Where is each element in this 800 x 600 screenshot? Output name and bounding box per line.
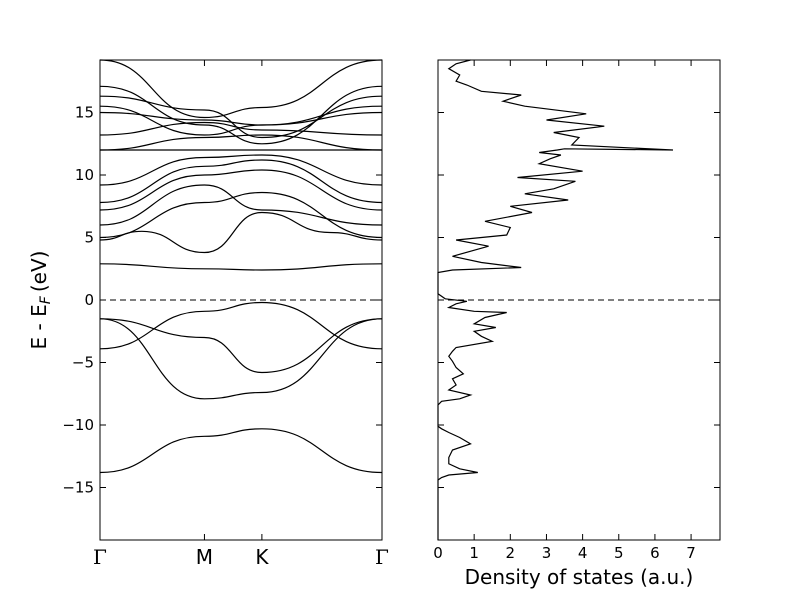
y-tick-label: 10	[75, 166, 94, 184]
band-line	[99, 301, 383, 350]
y-axis-label-subscript: F	[38, 295, 54, 304]
band-line	[99, 59, 383, 119]
y-axis-label: E - EF (eV)	[27, 251, 54, 350]
x-tick-label: 0	[433, 544, 443, 562]
band-line	[99, 184, 383, 226]
band-line	[99, 428, 383, 474]
x-tick-label: 4	[578, 544, 588, 562]
x-tick-label: 6	[650, 544, 660, 562]
y-tick-label: −5	[72, 354, 94, 372]
band-structure-panel: −15 −10 −5 0 5 10 15 Γ M K Γ E - EF (eV)	[27, 59, 389, 569]
band-curves	[99, 59, 383, 474]
band-y-ticks: −15 −10 −5 0 5 10 15	[62, 104, 382, 497]
band-line	[99, 169, 383, 211]
band-line	[99, 159, 383, 204]
band-line	[99, 318, 383, 400]
y-tick-label: 5	[84, 229, 94, 247]
band-line	[99, 154, 383, 186]
band-line	[99, 85, 383, 145]
x-axis-label: Density of states (a.u.)	[465, 565, 694, 589]
y-tick-label: 0	[84, 291, 94, 309]
band-line	[99, 121, 383, 136]
k-point-label: Γ	[375, 545, 389, 569]
x-tick-label: 1	[469, 544, 479, 562]
band-line	[99, 134, 383, 151]
x-tick-label: 3	[542, 544, 552, 562]
band-line	[99, 111, 383, 126]
k-point-label: K	[255, 545, 269, 569]
band-line	[99, 263, 383, 271]
x-tick-label: 7	[686, 544, 696, 562]
y-tick-label: 15	[75, 104, 94, 122]
x-tick-label: 5	[614, 544, 624, 562]
dos-frame	[437, 59, 721, 541]
band-structure-frame	[99, 59, 383, 541]
band-line	[99, 95, 383, 139]
y-tick-label: −10	[62, 416, 94, 434]
k-point-label: M	[196, 545, 213, 569]
x-tick-label: 2	[506, 544, 516, 562]
y-tick-label: −15	[62, 479, 94, 497]
band-line	[99, 211, 383, 254]
band-line	[99, 318, 383, 374]
y-axis-label-unit: (eV)	[27, 251, 51, 293]
k-point-label: Γ	[93, 545, 107, 569]
dos-panel: 0 1 2 3 4 5 6 7 Density of states (a.u.)	[433, 59, 721, 589]
y-axis-label-main: E - E	[27, 304, 51, 349]
